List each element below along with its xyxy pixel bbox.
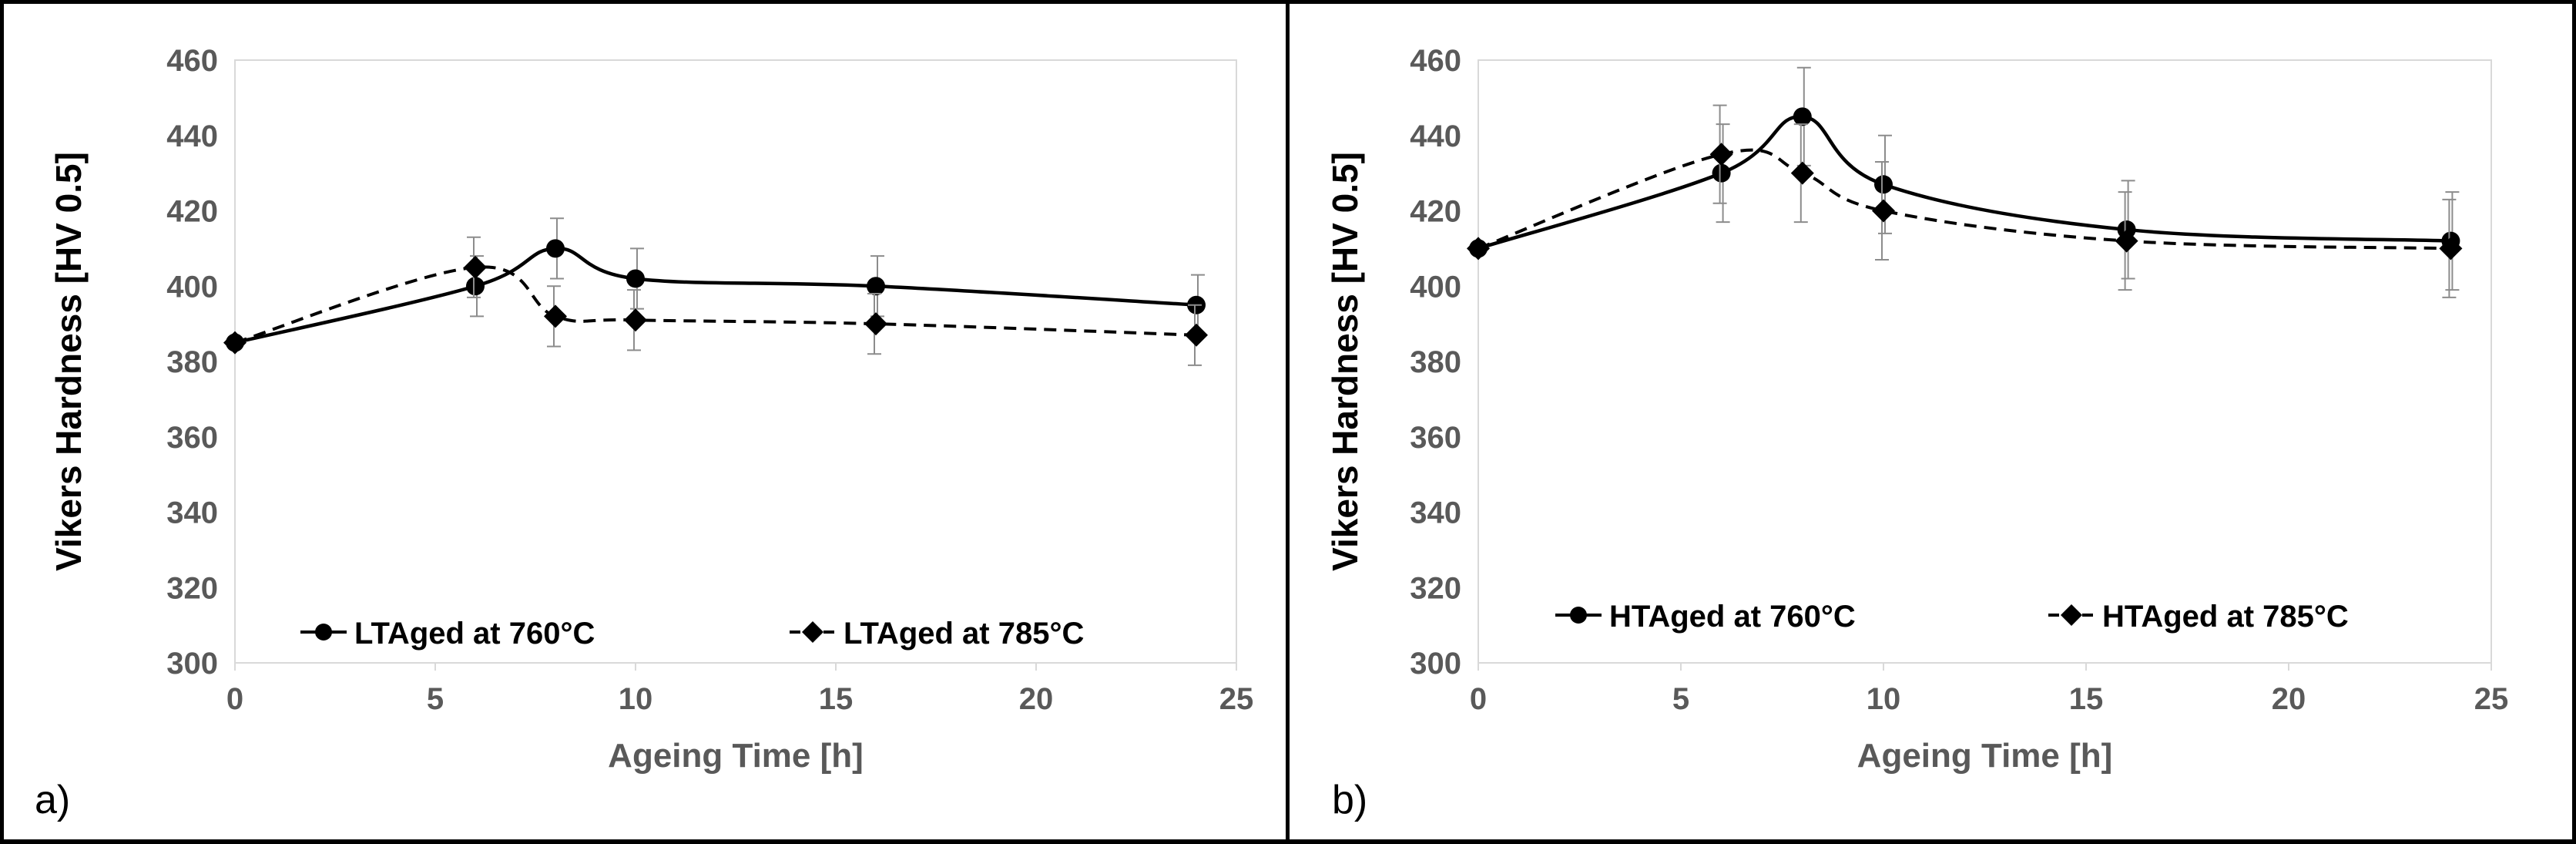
y-tick-label: 440 <box>1410 119 1461 153</box>
legend-marker-diamond <box>802 621 823 643</box>
x-tick-label: 20 <box>1019 682 1054 716</box>
y-tick-label: 300 <box>1410 647 1461 681</box>
data-point-diamond <box>1872 199 1895 223</box>
x-tick-label: 15 <box>2069 682 2104 716</box>
legend-label: HTAged at 785°C <box>2102 600 2349 634</box>
panel-label: b) <box>1332 778 1367 822</box>
legend-marker-circle <box>315 624 332 641</box>
y-tick-label: 420 <box>166 195 218 229</box>
data-point-diamond <box>2115 229 2138 253</box>
y-tick-label: 380 <box>1410 345 1461 379</box>
y-tick-label: 340 <box>166 496 218 530</box>
legend-label: LTAged at 785°C <box>844 617 1084 651</box>
data-point-circle <box>546 239 565 258</box>
y-tick-label: 460 <box>1410 44 1461 78</box>
y-tick-label: 420 <box>1410 195 1461 229</box>
x-tick-label: 0 <box>1470 682 1487 716</box>
data-point-diamond <box>223 331 247 355</box>
y-tick-label: 360 <box>166 421 218 455</box>
panel-label: a) <box>35 778 70 822</box>
data-point-diamond <box>2439 237 2463 261</box>
y-tick-label: 400 <box>1410 270 1461 304</box>
data-point-diamond <box>1467 237 1490 261</box>
y-tick-label: 440 <box>166 119 218 153</box>
y-tick-label: 400 <box>166 270 218 304</box>
data-point-diamond <box>544 304 567 328</box>
y-tick-label: 340 <box>1410 496 1461 530</box>
legend-marker-circle <box>1570 607 1587 624</box>
plot-area <box>234 59 1237 664</box>
data-point-diamond <box>864 312 887 336</box>
y-tick-label: 300 <box>166 647 218 681</box>
series-line-1 <box>1478 115 2451 251</box>
data-point-diamond <box>464 255 487 279</box>
x-tick-label: 25 <box>1219 682 1254 716</box>
x-tick-label: 0 <box>226 682 243 716</box>
series-line-2 <box>234 265 1197 345</box>
data-point-diamond <box>1185 323 1208 347</box>
legend-marker-diamond <box>2061 604 2082 626</box>
data-point-circle <box>1793 107 1812 126</box>
data-point-circle <box>466 277 485 296</box>
data-point-circle <box>867 277 885 296</box>
y-axis-label: Vikers Hardness [HV 0.5] <box>49 152 89 571</box>
series-line-1 <box>234 247 1197 345</box>
y-axis-label: Vikers Hardness [HV 0.5] <box>1325 152 1365 571</box>
x-tick-label: 10 <box>619 682 653 716</box>
x-tick-label: 20 <box>2272 682 2306 716</box>
x-tick-label: 15 <box>819 682 854 716</box>
x-tick-label: 25 <box>2474 682 2509 716</box>
x-tick-label: 10 <box>1867 682 1901 716</box>
chart-b: 300 320 340 360 380 400 420 440 460 0 5 10 15 20 25 Age… <box>1325 44 2509 822</box>
y-tick-label: 460 <box>166 44 218 78</box>
x-axis-label: Ageing Time [h] <box>608 737 864 775</box>
legend-label: HTAged at 760°C <box>1609 600 1856 634</box>
legend-label: LTAged at 760°C <box>354 617 595 651</box>
data-point-diamond <box>1790 161 1814 185</box>
data-point-diamond <box>1709 143 1733 166</box>
series-line-2 <box>1478 148 2451 251</box>
panel-a: 300 320 340 360 380 400 420 440 460 0 5 10 15 20 25 Age… <box>0 0 1288 844</box>
data-point-circle <box>1874 175 1893 194</box>
chart-a: 300 320 340 360 380 400 420 440 460 0 5 10 15 20 25 Age… <box>35 44 1254 822</box>
data-point-circle <box>626 269 645 288</box>
y-tick-label: 320 <box>166 571 218 605</box>
y-tick-label: 360 <box>1410 421 1461 455</box>
y-tick-label: 380 <box>166 345 218 379</box>
data-point-diamond <box>624 308 647 332</box>
plot-area <box>1478 59 2492 664</box>
y-tick-label: 320 <box>1410 571 1461 605</box>
x-tick-label: 5 <box>1672 682 1689 716</box>
x-tick-label: 5 <box>427 682 444 716</box>
panel-b: 300 320 340 360 380 400 420 440 460 0 5 10 15 20 25 Age… <box>1288 0 2576 844</box>
x-axis-label: Ageing Time [h] <box>1857 737 2113 775</box>
data-point-circle <box>1712 163 1731 183</box>
